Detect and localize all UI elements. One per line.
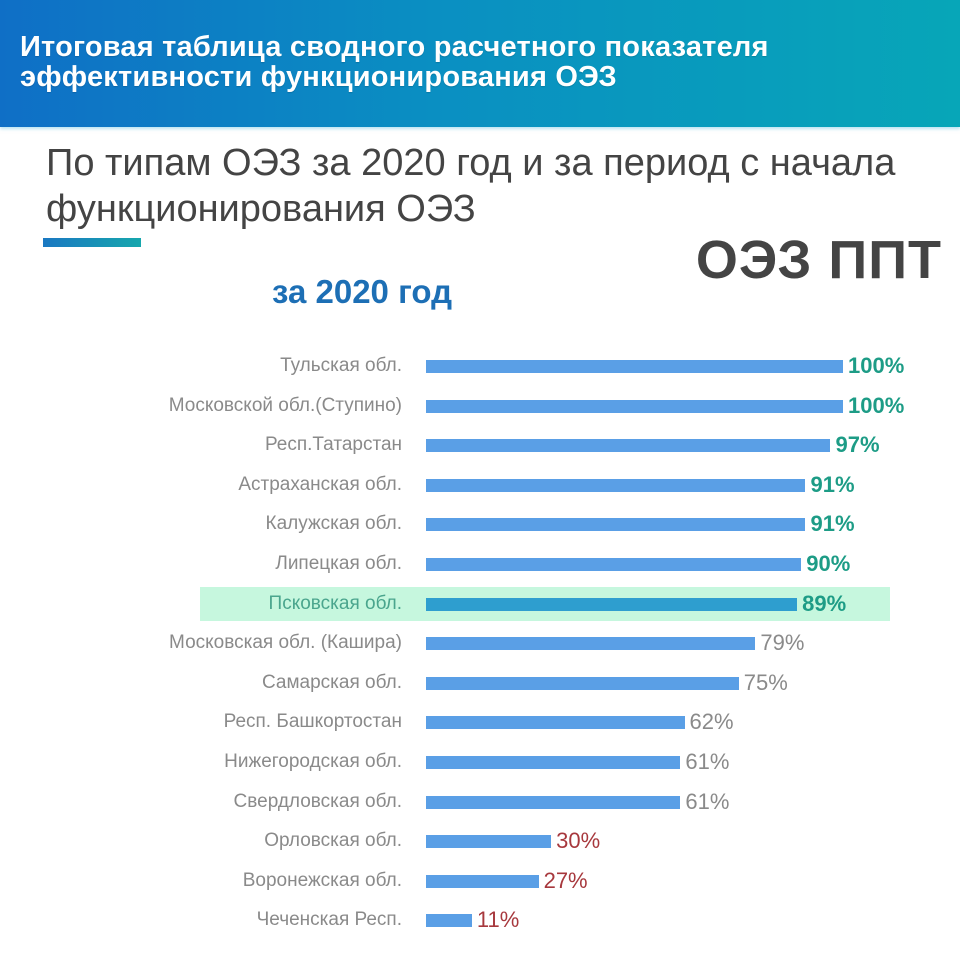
category-label: Орловская обл. — [264, 830, 402, 852]
chart-row: Московской обл.(Ступино) 100% — [0, 386, 960, 426]
category-label: Чеченская Респ. — [256, 909, 402, 931]
bar — [426, 597, 798, 611]
chart-row: Нижегородская обл. 61% — [0, 742, 960, 782]
chart-row: Респ.Татарстан 97% — [0, 425, 960, 465]
category-label: Калужская обл. — [265, 513, 402, 535]
chart-row: Чеченская Респ. 11% — [0, 900, 960, 940]
value-label: 91% — [810, 471, 855, 497]
category-label: Московская обл. (Кашира) — [169, 632, 402, 654]
period-label: за 2020 год — [272, 273, 453, 310]
bar — [426, 835, 552, 849]
chart-row: Псковская обл. 89% — [0, 584, 960, 624]
category-label: Нижегородская обл. — [224, 751, 402, 772]
bar — [426, 439, 831, 453]
bar — [426, 518, 806, 532]
category-label: Респ.Татарстан — [264, 434, 402, 456]
value-label: 100% — [848, 353, 905, 378]
value-label: 75% — [743, 669, 788, 695]
value-label: 79% — [760, 630, 805, 656]
chart-row: Калужская обл. 91% — [0, 504, 960, 544]
chart-row: Тульская обл. 100% — [0, 346, 960, 386]
bar-chart: Тульская обл. 100% Московской обл.(Ступино… — [0, 346, 960, 946]
chart-row: Орловская обл. 30% — [0, 821, 960, 861]
value-label: 30% — [556, 828, 601, 854]
bar — [426, 676, 739, 690]
value-label: 27% — [543, 867, 588, 893]
bar — [426, 399, 843, 413]
value-label: 62% — [689, 709, 734, 735]
value-label: 91% — [810, 511, 855, 537]
chart-row: Респ. Башкортостан 62% — [0, 702, 960, 742]
chart-row: Московская обл. (Кашира) 79% — [0, 623, 960, 663]
category-label: Респ. Башкортостан — [223, 711, 402, 733]
value-label: 89% — [802, 590, 847, 616]
accent-line — [43, 238, 141, 247]
category-label: Самарская обл. — [261, 671, 402, 693]
category-label: Липецкая обл. — [275, 553, 402, 574]
category-label: Свердловская обл. — [233, 790, 402, 812]
bar — [426, 795, 681, 809]
chart-row: Астраханская обл. 91% — [0, 465, 960, 505]
bar — [426, 558, 802, 571]
header-banner: Итоговая таблица сводного расчетного пок… — [0, 0, 960, 127]
category-label: Псковская обл. — [268, 592, 402, 614]
bar — [426, 360, 843, 373]
value-label: 61% — [685, 788, 730, 814]
header-title: Итоговая таблица сводного расчетного пок… — [20, 31, 769, 93]
chart-row: Липецкая обл. 90% — [0, 544, 960, 584]
bar — [426, 914, 472, 928]
category-label: Астраханская обл. — [238, 473, 402, 495]
value-label: 61% — [685, 749, 730, 774]
value-label: 97% — [835, 432, 880, 458]
chart-row: Свердловская обл. 61% — [0, 782, 960, 822]
value-label: 11% — [476, 907, 520, 933]
chart-row: Самарская обл. 75% — [0, 663, 960, 703]
bar — [426, 478, 806, 492]
bar — [426, 637, 756, 651]
bar — [426, 874, 539, 888]
subtitle: По типам ОЭЗ за 2020 год и за период с н… — [46, 142, 896, 230]
zone-type-title: ОЭЗ ППТ — [695, 230, 942, 290]
value-label: 90% — [806, 551, 851, 576]
chart-row: Воронежская обл. 27% — [0, 861, 960, 901]
bar — [426, 756, 681, 769]
category-label: Тульская обл. — [280, 355, 402, 376]
value-label: 100% — [848, 392, 905, 418]
bar — [426, 716, 685, 730]
category-label: Воронежская обл. — [242, 869, 402, 891]
category-label: Московской обл.(Ступино) — [168, 394, 402, 416]
